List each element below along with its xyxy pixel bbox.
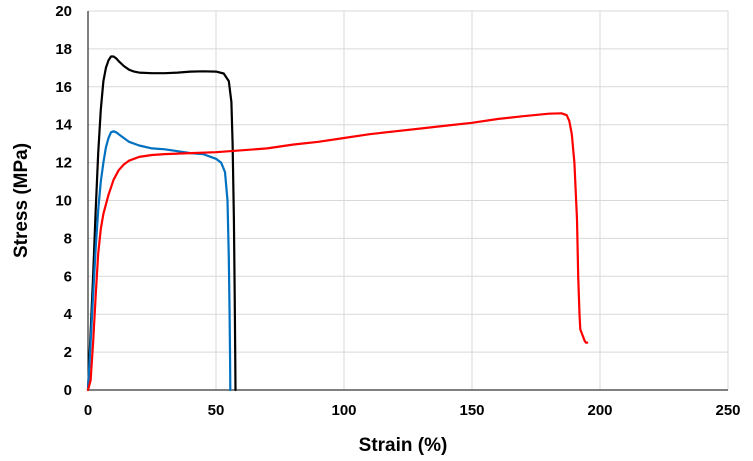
- y-tick-label: 18: [55, 41, 72, 58]
- x-axis-title: Strain (%): [359, 435, 448, 456]
- x-tick-label: 250: [715, 402, 740, 419]
- x-tick-label: 50: [208, 402, 225, 419]
- x-tick-label: 100: [331, 402, 356, 419]
- x-tick-label: 200: [587, 402, 612, 419]
- y-tick-label: 16: [55, 79, 72, 96]
- y-tick-label: 10: [55, 193, 72, 210]
- y-tick-label: 0: [64, 382, 72, 399]
- grid: [88, 10, 729, 390]
- y-axis-title: Stress (MPa): [11, 143, 32, 258]
- y-tick-label: 12: [55, 155, 72, 172]
- y-tick-label: 2: [64, 344, 72, 361]
- y-tick-label: 6: [64, 268, 72, 285]
- series-line-2: [86, 130, 232, 392]
- y-tick-label: 14: [55, 117, 72, 134]
- y-tick-label: 4: [64, 306, 73, 323]
- y-tick-label: 20: [55, 3, 72, 20]
- axes: [87, 11, 728, 391]
- series-layer: [86, 55, 589, 392]
- series-line-1: [86, 55, 237, 392]
- y-tick-label: 8: [64, 230, 72, 247]
- x-tick-label: 150: [459, 402, 484, 419]
- x-tick-label: 0: [84, 402, 92, 419]
- series-line-3: [86, 112, 589, 392]
